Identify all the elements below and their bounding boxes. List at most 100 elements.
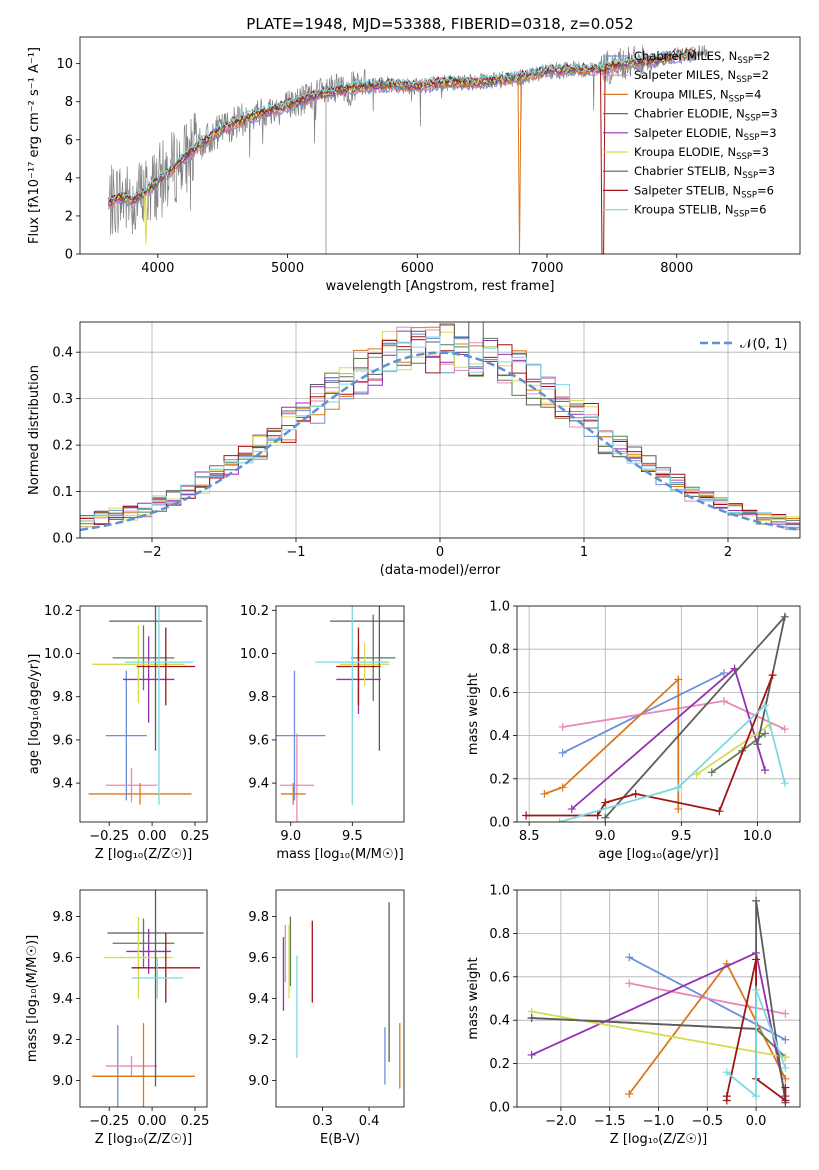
y-tick-label: 9.8 [248,910,269,925]
data-marker [631,789,640,798]
errorbar-point-9 [315,606,390,805]
residual-legend: 𝒩(0, 1) [700,337,787,352]
y-axis-label: Flux [fλ10⁻¹⁷ erg cm⁻² s⁻¹ A⁻¹] [27,47,42,244]
model-spectrum-9 [108,46,696,201]
axes-frame [275,889,405,1108]
data-marker [752,896,761,905]
errorbar-point-1 [276,670,326,801]
mass-weight-series-6 [531,1010,786,1058]
axes-frame [275,605,405,823]
errorbar-point-4 [112,625,175,691]
x-tick-label: −2.0 [545,1114,577,1129]
data-marker [625,1089,634,1098]
x-tick-label: 10.0 [743,829,772,844]
data-marker [527,1050,536,1059]
data-marker [752,985,761,994]
data-marker [601,798,610,807]
y-tick-label: 9.4 [52,992,73,1007]
y-tick-label: 0.6 [489,686,510,701]
y-tick-label: 9.2 [248,1033,269,1048]
y-tick-label: 0.2 [52,439,73,454]
errorbar-point-5 [122,636,175,723]
legend-entry: Kroupa STELIB, NSSP=6 [634,203,766,220]
data-marker [780,779,789,788]
legend-entry: Salpeter ELODIE, NSSP=3 [634,126,777,143]
errorbar-point-5 [126,928,171,974]
data-marker [601,813,610,822]
residual-histogram-9 [80,336,800,538]
x-axis-label: wavelength [Angstrom, rest frame] [326,279,555,294]
errorbar-point-4 [112,918,175,968]
data-marker [522,811,531,820]
y-tick-label: 10 [56,57,73,72]
x-tick-label: 6000 [401,261,434,276]
x-tick-label: −0.25 [89,1114,129,1129]
y-tick-label: 1.0 [489,884,510,899]
age-metallicity-panel-plot-area [88,606,202,805]
x-tick-label: −2 [142,545,161,560]
y-tick-label: 9.8 [52,910,73,925]
errorbar-point-9 [131,957,183,999]
data-marker [753,740,762,749]
y-tick-label: 9.0 [52,1074,73,1089]
legend-entry: Salpeter STELIB, NSSP=6 [634,183,774,200]
errorbar-point-2 [105,768,158,803]
x-tick-label: 4000 [141,261,174,276]
mass-extinction-panel: 0.3 0.4 9.0 9.2 9.4 9.6 9.8 E(B-V) [248,889,405,1147]
data-marker [674,675,683,684]
x-tick-label: −0.5 [692,1114,724,1129]
y-tick-label: 0.6 [489,970,510,985]
data-marker [707,768,716,777]
gaussian-curve [80,351,800,532]
y-tick-label: 9.0 [248,1074,269,1089]
y-tick-label: 9.8 [52,690,73,705]
axes-frame [79,605,208,823]
x-tick-label: 9.5 [342,829,363,844]
mass-extinction-panel-plot-area [282,902,401,1089]
y-tick-label: 9.6 [52,951,73,966]
x-axis-label: age [log₁₀(age/yr)] [598,847,719,862]
errorbar-point-2 [105,1055,158,1077]
data-marker [781,1035,790,1044]
y-axis-label: age [log₁₀(age/yr)] [27,654,42,775]
data-marker [625,953,634,962]
x-tick-label: 0.00 [138,829,167,844]
errorbar-point-3 [280,783,306,805]
y-tick-label: 9.8 [248,690,269,705]
data-marker [780,612,789,621]
x-tick-label: 8000 [660,261,693,276]
data-marker [761,701,770,710]
y-tick-label: 0.8 [489,643,510,658]
y-tick-label: 10.2 [240,604,269,619]
errorbar-point-3 [88,783,192,805]
spectrum-legend: Chabrier MILES, NSSP=2 Salpeter MILES, NS… [603,49,778,220]
y-tick-label: 6 [65,133,73,148]
residual-panel-plot-area [80,322,800,538]
y-tick-label: 10.0 [240,647,269,662]
data-marker [558,722,567,731]
mass-metallicity-panel: −0.25 0.00 0.25 9.0 9.2 9.4 9.6 9.8 Z [log₁₀(Z/Z… [25,889,209,1147]
x-tick-label: 0.0 [746,1114,767,1129]
data-marker [692,770,701,779]
errorbar-point-8 [131,932,201,1003]
y-tick-label: 0.0 [489,816,510,831]
y-tick-label: 0.0 [489,1101,510,1116]
age-metallicity-panel: −0.25 0.00 0.25 9.4 9.6 9.8 10.0 10.2 Z [log₁₀(Z… [27,604,209,862]
data-marker [719,697,728,706]
data-marker [752,1092,761,1101]
x-tick-label: −1.0 [643,1114,675,1129]
errorbar-point-2 [279,733,315,822]
y-tick-label: 10.0 [44,647,73,662]
axes-frame [516,889,801,1108]
x-axis-label: Z [log₁₀(Z/Z☉)] [95,1132,192,1147]
legend-entry: Kroupa ELODIE, NSSP=3 [634,145,769,162]
data-marker [558,783,567,792]
errorbar-point-3 [92,1023,195,1107]
mass-weight-series-2 [629,982,786,1015]
data-marker [558,748,567,757]
errorbar-point-6 [104,916,173,999]
legend-entry: Chabrier STELIB, NSSP=3 [634,164,775,181]
age-mass-panel-plot-area [276,606,404,822]
x-tick-label: −1 [286,545,305,560]
x-axis-label: Z [log₁₀(Z/Z☉)] [610,1132,707,1147]
